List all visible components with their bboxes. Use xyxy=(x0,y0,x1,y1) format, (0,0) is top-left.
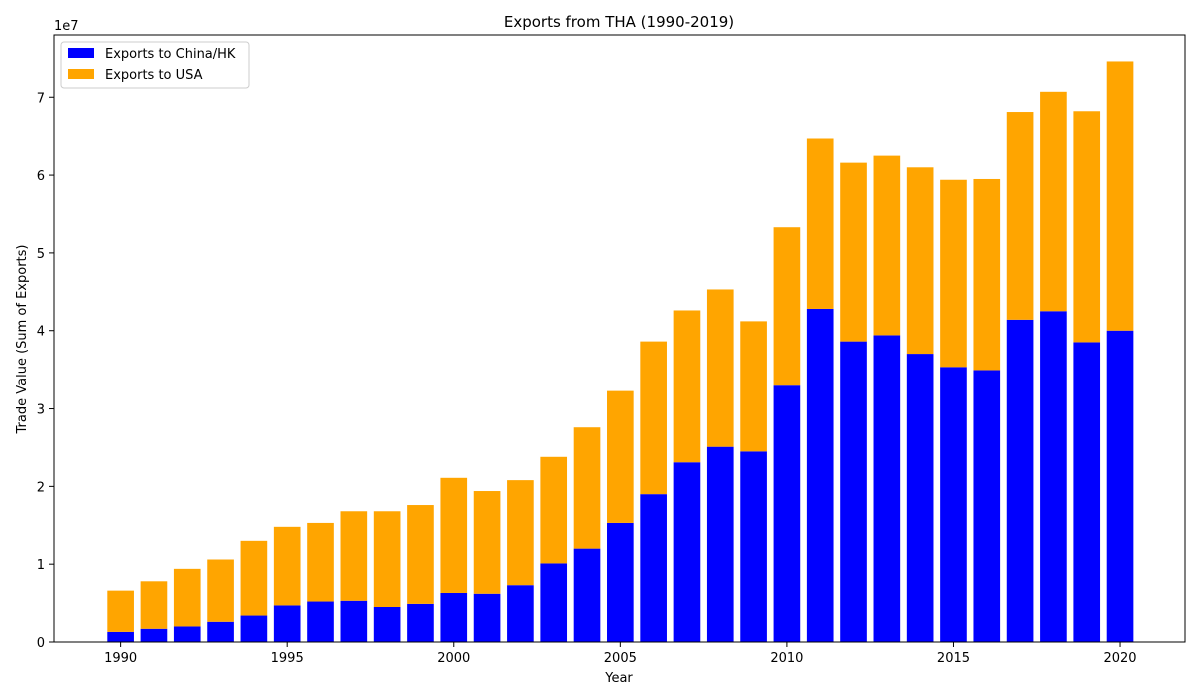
bar-series1-2016 xyxy=(973,178,1001,371)
y-tick-label: 7 xyxy=(37,91,45,106)
legend-swatch xyxy=(68,48,94,58)
bar-series0-2016 xyxy=(973,370,1001,642)
bar-series1-1990 xyxy=(107,590,134,632)
bar-series1-2003 xyxy=(540,456,568,564)
bar-series1-2018 xyxy=(1040,91,1067,312)
legend-label: Exports to USA xyxy=(105,68,203,83)
bar-series0-1991 xyxy=(140,628,168,642)
y-axis-title: Trade Value (Sum of Exports) xyxy=(15,245,30,435)
bar-series0-2017 xyxy=(1006,319,1034,642)
bar-series1-1995 xyxy=(273,526,301,606)
bar-series0-2010 xyxy=(773,385,801,642)
bar-series1-1994 xyxy=(240,540,268,616)
bar-series1-2005 xyxy=(607,390,634,523)
bar-series1-2010 xyxy=(773,227,801,386)
y-tick-label: 1 xyxy=(37,558,45,573)
y-tick-label: 5 xyxy=(37,247,45,262)
bar-series0-2003 xyxy=(540,563,568,642)
x-tick-label: 2020 xyxy=(1103,651,1136,666)
bar-series1-2006 xyxy=(640,341,667,495)
y-tick-label: 6 xyxy=(37,169,45,184)
y-tick-label: 0 xyxy=(37,636,45,651)
x-axis-title: Year xyxy=(604,671,633,686)
bar-series1-1992 xyxy=(173,568,201,627)
bar-series0-2015 xyxy=(940,367,967,642)
bar-series1-1991 xyxy=(140,581,168,629)
bar-series0-2001 xyxy=(473,593,501,642)
bar-series0-1996 xyxy=(307,601,334,642)
bar-series0-2012 xyxy=(840,341,867,642)
bar-series0-2014 xyxy=(906,354,934,642)
chart-title: Exports from THA (1990-2019) xyxy=(504,13,734,31)
y-tick-label: 4 xyxy=(37,325,45,340)
bar-series0-2018 xyxy=(1040,311,1067,642)
x-tick-label: 2010 xyxy=(770,651,803,666)
bar-series1-1997 xyxy=(340,511,368,601)
bar-series1-1996 xyxy=(307,522,334,602)
bar-series0-2019 xyxy=(1073,342,1101,642)
bar-series0-1994 xyxy=(240,615,268,642)
bar-series1-2019 xyxy=(1073,111,1101,343)
bar-series1-2014 xyxy=(906,167,934,355)
bar-series1-2002 xyxy=(507,480,534,586)
bar-series1-2000 xyxy=(440,477,468,593)
x-tick-label: 2000 xyxy=(437,651,470,666)
bar-series1-2020 xyxy=(1106,61,1134,331)
bar-series0-2007 xyxy=(673,462,701,642)
bar-series1-2009 xyxy=(740,321,767,452)
bar-series0-1999 xyxy=(407,603,434,642)
x-tick-label: 2005 xyxy=(604,651,637,666)
bar-series1-2004 xyxy=(573,427,601,549)
bar-series0-2008 xyxy=(706,446,734,642)
bar-series0-2013 xyxy=(873,335,901,642)
bar-series1-1998 xyxy=(373,511,401,607)
bar-series0-2009 xyxy=(740,451,767,642)
bar-series1-2013 xyxy=(873,155,901,336)
plot-frame xyxy=(53,34,1186,643)
bar-series0-2020 xyxy=(1106,330,1134,642)
legend-swatch xyxy=(68,69,94,79)
bar-series1-2012 xyxy=(840,162,867,342)
bar-series0-2004 xyxy=(573,548,601,642)
y-tick-label: 2 xyxy=(37,480,45,495)
legend: Exports to China/HK Exports to USA xyxy=(60,41,250,89)
bar-series1-2015 xyxy=(940,179,967,368)
y-axis: 0 1 2 3 4 5 6 7 xyxy=(37,91,54,651)
bar-series0-1992 xyxy=(173,626,201,642)
y-tick-label: 3 xyxy=(37,403,45,418)
bar-series0-1990 xyxy=(107,631,134,642)
bar-series1-2007 xyxy=(673,310,701,463)
bar-series0-2000 xyxy=(440,592,468,642)
bar-series0-2011 xyxy=(806,308,834,642)
x-tick-label: 2015 xyxy=(937,651,970,666)
y-offset-label: 1e7 xyxy=(54,19,79,34)
bar-series1-1993 xyxy=(207,559,234,622)
bar-series0-1995 xyxy=(273,605,301,642)
legend-box xyxy=(60,41,250,89)
bar-series0-1997 xyxy=(340,600,368,642)
bar-series1-2017 xyxy=(1006,112,1034,320)
bar-series0-2005 xyxy=(607,522,634,642)
bar-series0-1998 xyxy=(373,606,401,642)
x-tick-label: 1995 xyxy=(271,651,304,666)
bar-series1-1999 xyxy=(407,505,434,604)
bar-series0-2002 xyxy=(507,585,534,642)
x-axis: 1990 1995 2000 2005 2010 2015 2020 xyxy=(104,642,1137,666)
bars xyxy=(107,61,1134,642)
bar-series0-1993 xyxy=(207,621,234,642)
bar-series1-2001 xyxy=(473,491,501,594)
legend-label: Exports to China/HK xyxy=(105,47,236,62)
bar-series0-2006 xyxy=(640,494,667,642)
bar-series1-2008 xyxy=(706,289,734,447)
x-tick-label: 1990 xyxy=(104,651,137,666)
bar-series1-2011 xyxy=(806,138,834,309)
